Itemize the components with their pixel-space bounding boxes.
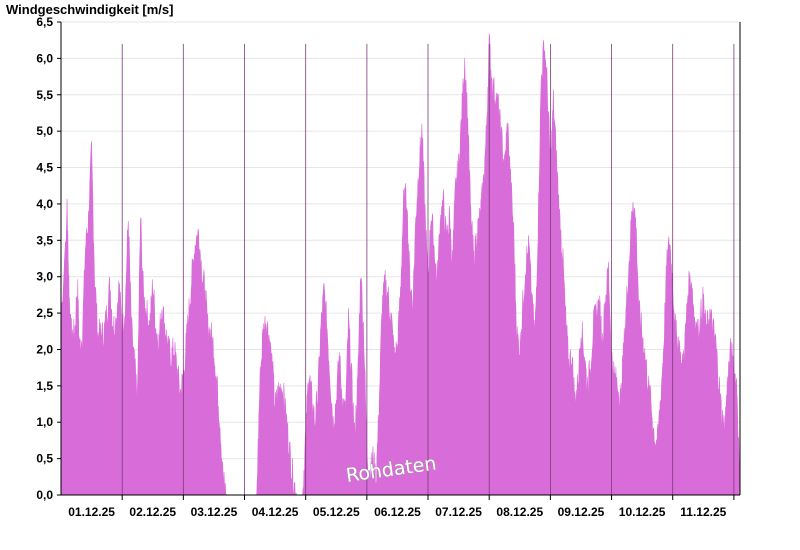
y-axis-ticks: 0,0 0,5 1,0 1,5 2,0 2,5 3,0 3,5 4,0 4,5 5,0 5,5 6,0 6…	[36, 15, 61, 502]
x-tick-label: 03.12.25	[191, 505, 238, 519]
y-tick-label: 2,0	[36, 342, 53, 356]
y-tick-label: 1,0	[36, 415, 53, 429]
y-tick-label: 4,0	[36, 197, 53, 211]
x-tick-label: 06.12.25	[374, 505, 421, 519]
y-tick-label: 0,0	[36, 488, 53, 502]
y-tick-label: 6,5	[36, 15, 53, 29]
y-axis-title: Windgeschwindigkeit [m/s]	[6, 2, 173, 17]
x-tick-label: 10.12.25	[619, 505, 666, 519]
x-tick-label: 04.12.25	[252, 505, 299, 519]
y-tick-label: 0,5	[36, 452, 53, 466]
day-separator-lines	[121, 43, 735, 495]
y-tick-label: 6,0	[36, 51, 53, 65]
y-tick-label: 3,5	[36, 233, 53, 247]
x-tick-label: 02.12.25	[129, 505, 176, 519]
y-tick-label: 3,0	[36, 270, 53, 284]
x-tick-label: 05.12.25	[313, 505, 360, 519]
y-tick-label: 4,5	[36, 161, 53, 175]
x-tick-label: 07.12.25	[435, 505, 482, 519]
x-tick-label: 11.12.25	[680, 505, 726, 519]
y-tick-label: 1,5	[36, 379, 53, 393]
wind-speed-series	[60, 33, 741, 496]
x-tick-label: 08.12.25	[496, 505, 543, 519]
y-tick-label: 5,0	[36, 124, 53, 138]
x-axis-ticks: 01.12.25 02.12.25 03.12.25 04.12.25 05.12.25…	[68, 495, 735, 519]
y-tick-label: 2,5	[36, 306, 53, 320]
x-tick-label: 09.12.25	[558, 505, 605, 519]
x-tick-label: 01.12.25	[68, 505, 115, 519]
axes	[60, 22, 741, 496]
wind-speed-area	[60, 33, 741, 496]
y-tick-label: 5,5	[36, 88, 53, 102]
